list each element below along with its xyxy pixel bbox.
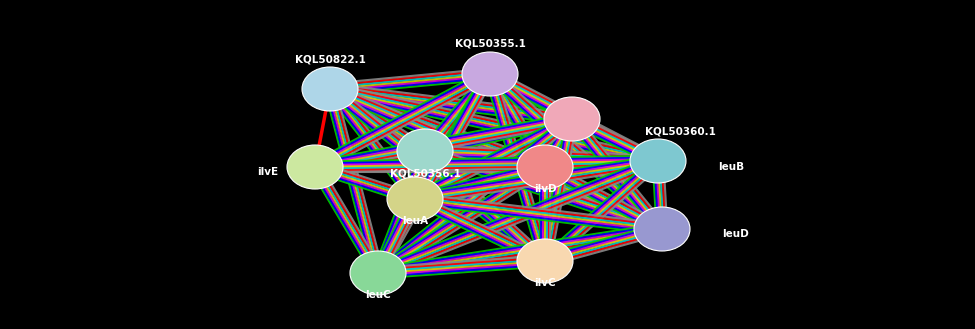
Ellipse shape: [387, 177, 443, 221]
Text: ilvC: ilvC: [534, 278, 556, 288]
Ellipse shape: [350, 251, 406, 295]
Ellipse shape: [302, 67, 358, 111]
Text: KQL50355.1: KQL50355.1: [454, 39, 526, 49]
Ellipse shape: [287, 145, 343, 189]
Text: leuB: leuB: [718, 162, 744, 172]
Ellipse shape: [462, 52, 518, 96]
Text: ilvE: ilvE: [256, 167, 278, 177]
Ellipse shape: [397, 129, 453, 173]
Ellipse shape: [517, 145, 573, 189]
Text: leuC: leuC: [365, 290, 391, 300]
Ellipse shape: [634, 207, 690, 251]
Text: leuD: leuD: [722, 229, 749, 239]
Text: KQL50360.1: KQL50360.1: [645, 126, 716, 136]
Ellipse shape: [544, 97, 600, 141]
Ellipse shape: [630, 139, 686, 183]
Text: leuA: leuA: [402, 216, 428, 226]
Text: ilvD: ilvD: [533, 184, 557, 194]
Text: KQL50822.1: KQL50822.1: [294, 54, 366, 64]
Text: KQL50356.1: KQL50356.1: [390, 169, 460, 179]
Ellipse shape: [517, 239, 573, 283]
